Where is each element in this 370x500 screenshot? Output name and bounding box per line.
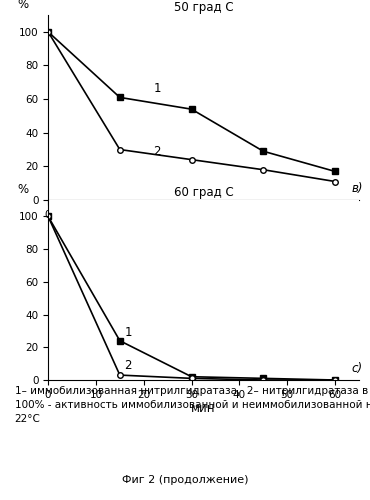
Text: в): в) (351, 182, 363, 195)
Title: 60 град С: 60 град С (174, 186, 233, 199)
Text: 2: 2 (125, 358, 132, 372)
X-axis label: мин: мин (191, 222, 216, 235)
Text: 1– иммобилизованная нитрилгидратаза,  2– нитрилгидратаза в растворе;
100% - акти: 1– иммобилизованная нитрилгидратаза, 2– … (14, 386, 370, 424)
Y-axis label: %: % (18, 184, 29, 196)
Text: 2: 2 (153, 144, 161, 158)
Text: Фиг 2 (продолжение): Фиг 2 (продолжение) (122, 475, 248, 485)
Text: с): с) (352, 362, 363, 375)
Title: 50 град С: 50 град С (174, 1, 233, 14)
Text: 1: 1 (153, 82, 161, 96)
X-axis label: мин: мин (191, 402, 216, 415)
Y-axis label: %: % (18, 0, 29, 12)
Text: 1: 1 (125, 326, 132, 339)
